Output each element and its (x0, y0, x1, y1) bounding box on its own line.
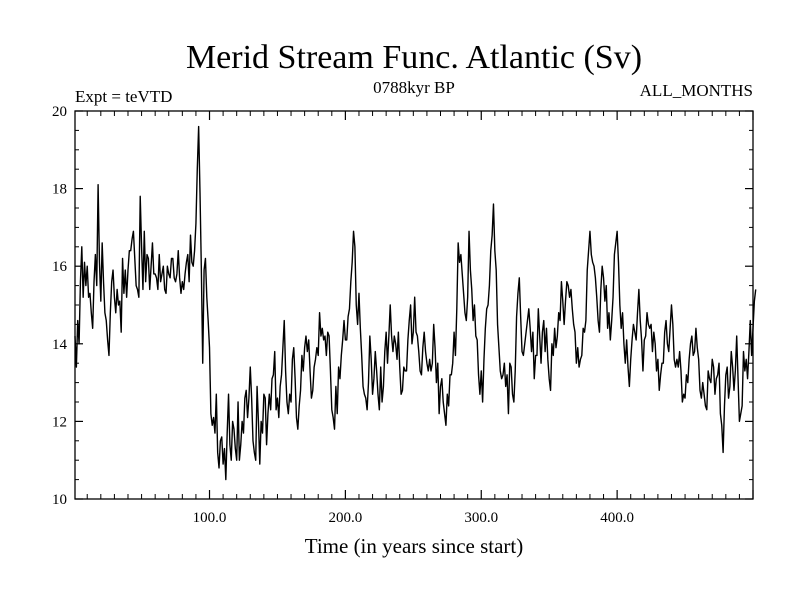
period-label: 0788kyr BP (373, 78, 455, 97)
chart-title: Merid Stream Func. Atlantic (Sv) (186, 39, 642, 76)
y-tick-label: 20 (52, 104, 67, 120)
y-tick-label: 10 (52, 492, 67, 508)
x-axis-label: Time (in years since start) (305, 534, 524, 558)
y-tick-label: 16 (52, 259, 68, 275)
x-axis: 100.0 200.0 300.0 400.0 (86, 111, 754, 526)
y-tick-label: 14 (52, 337, 68, 353)
months-label: ALL_MONTHS (640, 81, 753, 100)
x-tick-label: 400.0 (600, 510, 634, 526)
y-axis: 10 12 14 16 18 20 (52, 104, 753, 508)
y-tick-label: 18 (52, 182, 67, 198)
y-tick-label: 12 (52, 414, 67, 430)
series-line (74, 125, 757, 481)
experiment-label: Expt = teVTD (75, 87, 172, 106)
x-tick-label: 300.0 (464, 510, 498, 526)
x-tick-label: 100.0 (193, 510, 227, 526)
x-tick-label: 200.0 (329, 510, 363, 526)
